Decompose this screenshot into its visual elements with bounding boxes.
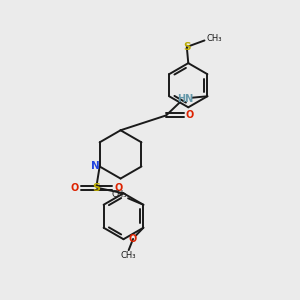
Text: O: O [129, 234, 137, 244]
Text: HN: HN [177, 94, 194, 104]
Text: O: O [186, 110, 194, 120]
Text: CH₃: CH₃ [206, 34, 222, 43]
Text: CH₃: CH₃ [121, 251, 136, 260]
Text: O: O [114, 183, 123, 193]
Text: CH₃: CH₃ [112, 190, 127, 199]
Text: S: S [93, 183, 101, 193]
Text: S: S [183, 42, 190, 52]
Text: O: O [71, 183, 79, 193]
Text: N: N [91, 161, 100, 172]
